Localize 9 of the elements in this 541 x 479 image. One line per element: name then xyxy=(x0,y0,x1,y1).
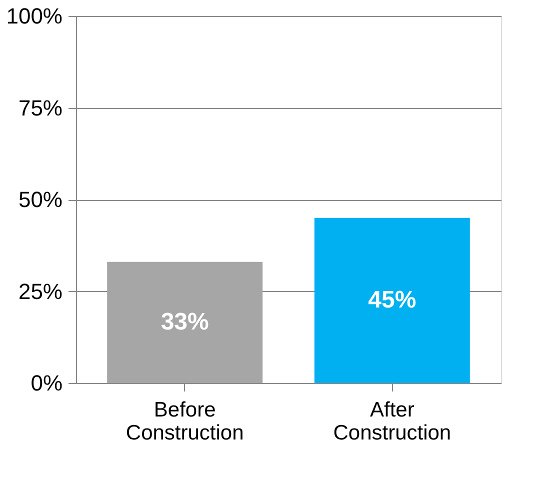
data-label: 33% xyxy=(160,308,209,336)
data-label: 45% xyxy=(368,286,416,314)
y-tick-label: 50% xyxy=(18,187,62,212)
y-tick-label: 75% xyxy=(18,95,62,120)
x-tick-label: After Construction xyxy=(333,398,452,444)
x-tick-label: Before Construction xyxy=(126,398,244,444)
y-tick-label: 100% xyxy=(6,4,62,28)
y-tick-label: 25% xyxy=(18,278,62,304)
y-tick-label: 0% xyxy=(30,370,62,396)
